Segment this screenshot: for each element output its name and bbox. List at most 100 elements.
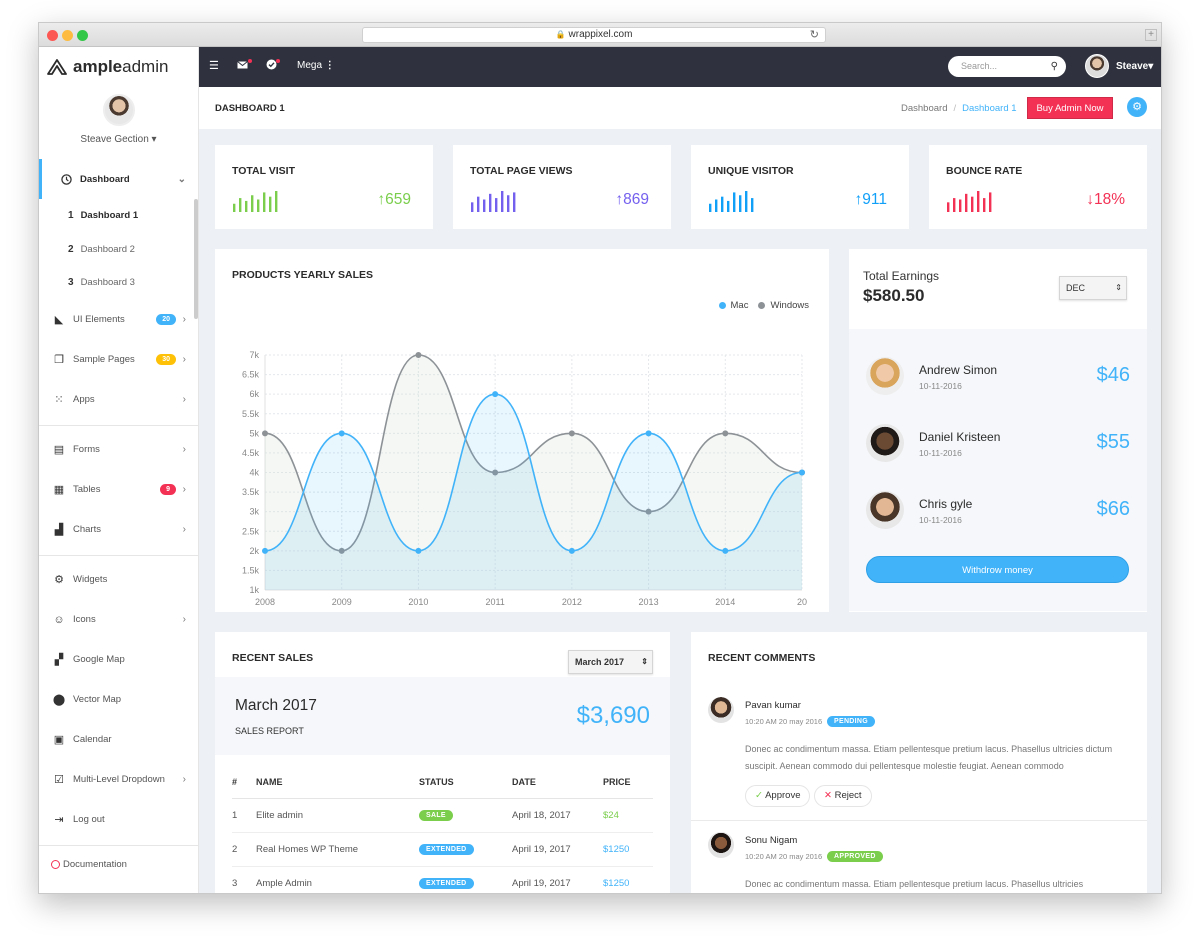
breadcrumb-dashboard[interactable]: Dashboard [901,103,948,114]
sidebar-item-label: Multi-Level Dropdown [73,774,165,785]
sidebar-item-tables[interactable]: ▦ Tables 9 › [39,470,198,510]
approve-label: Approve [765,790,801,801]
column-header: # [232,766,256,799]
data-point-windows[interactable] [722,430,729,437]
approve-button[interactable]: ✓ Approve [745,785,811,807]
list-item[interactable]: Andrew Simon 10-11-2016 $46 [866,353,1130,401]
buy-admin-button[interactable]: Buy Admin Now [1027,97,1113,119]
reject-button[interactable]: ✕ Reject [814,785,872,807]
minimize-window-button[interactable] [62,30,73,41]
sidebar-item-google-map[interactable]: ▞ Google Map [39,640,198,680]
cell-date: April 19, 2017 [512,832,603,867]
sidebar-item-multilevel[interactable]: ☑ Multi-Level Dropdown › [39,760,198,800]
sparkline-bar [483,199,486,212]
new-tab-button[interactable]: + [1145,29,1157,41]
data-point-windows[interactable] [262,430,268,437]
data-point-mac[interactable] [338,430,345,437]
data-point-mac[interactable] [645,430,652,437]
sidebar-item-icons[interactable]: ☺ Icons › [39,600,198,640]
data-point-mac[interactable] [492,391,499,398]
cell-date: April 18, 2017 [512,798,603,833]
month-select[interactable]: DEC ⇕ [1059,276,1127,300]
status-badge: PENDING [827,716,875,727]
sidebar-item-charts[interactable]: ▟ Charts › [39,510,198,550]
zoom-window-button[interactable] [77,30,88,41]
withdraw-money-button[interactable]: Withdrow money [866,556,1129,583]
sidebar-item-forms[interactable]: ▤ Forms › [39,430,198,470]
sales-month-select[interactable]: March 2017 ⇕ [568,650,653,674]
avatar[interactable] [102,94,135,126]
list-item[interactable]: Chris gyle 10-11-2016 $66 [866,487,1130,535]
table-icon: ▦ [53,484,65,496]
sparkline-bar [513,192,516,212]
sparkline-bar [489,193,492,212]
settings-gear-button[interactable]: ⚙ [1127,97,1147,117]
sidebar-scrollbar[interactable] [194,199,198,319]
avatar [1085,54,1109,78]
sidebar-item-label: Vector Map [73,694,122,705]
data-point-windows[interactable] [492,469,499,476]
comment-date: 10:20 AM 20 may 2016 [745,717,823,726]
data-point-mac[interactable] [415,547,422,554]
stat-card-unique-visitor: UNIQUE VISITOR ↑911 [691,145,909,229]
column-header: PRICE [603,766,653,799]
table-row[interactable]: 2 Real Homes WP Theme EXTENDED April 19,… [232,832,653,867]
data-point-windows[interactable] [338,547,345,554]
close-window-button[interactable] [47,30,58,41]
sidebar: ample admin Steave Gection ▾ Dashboard ⌄ … [39,47,199,893]
topbar-user-menu[interactable]: Steave ▾ [1085,54,1153,78]
sidebar-item-widgets[interactable]: ⚙ Widgets [39,560,198,600]
sidebar-item-label: Charts [73,524,101,535]
list-item[interactable]: Daniel Kristeen 10-11-2016 $55 [866,420,1130,468]
sidebar-subitem-dashboard-3[interactable]: 3 Dashboard 3 [39,266,198,300]
sparkline-bar [239,198,242,212]
sidebar-item-calendar[interactable]: ▣ Calendar [39,720,198,760]
gear-icon: ⚙ [54,574,64,586]
updown-icon: ⇕ [641,657,648,666]
mail-icon[interactable] [237,60,248,72]
brand-logo[interactable]: ample admin [39,47,198,87]
chevron-right-icon: › [182,444,186,455]
sidebar-subitem-dashboard-1[interactable]: 1 Dashboard 1 [39,199,198,233]
x-tick-label: 2010 [408,597,428,607]
data-point-mac[interactable] [799,469,805,476]
count-badge: 20 [156,314,176,325]
sales-line-chart: 1k 1.5k 2k 2.5k 3k 3.5k 4k 4.5k 5k 5.5k 6k 6.5k 7k 20… [242,350,807,607]
data-point-windows[interactable] [415,352,422,358]
data-point-mac[interactable] [262,547,268,554]
search-input[interactable]: Search... ⚲ [948,56,1066,77]
divider [691,820,1147,821]
x-tick-label: 2009 [332,597,352,607]
arrow-up-icon: ↑ [615,191,624,208]
series-line-windows [264,354,803,552]
stat-title: TOTAL PAGE VIEWS [470,165,573,177]
sidebar-item-ui-elements[interactable]: ◣ UI Elements 20 › [39,300,198,340]
data-point-windows[interactable] [568,430,575,437]
sidebar-item-apps[interactable]: ⁙ Apps › [39,380,198,420]
sparkline-bar [269,196,272,212]
check-circle-icon[interactable] [266,59,277,73]
user-menu-toggle[interactable]: Steave Gection ▾ [80,134,157,145]
sidebar-subitem-dashboard-2[interactable]: 2 Dashboard 2 [39,233,198,267]
table-row[interactable]: 3 Ample Admin EXTENDED April 19, 2017 $1… [232,866,653,893]
lock-icon: 🔒 [555,30,566,39]
mega-menu-button[interactable]: Mega ⋮ [297,60,335,71]
data-point-mac[interactable] [568,547,575,554]
data-point-mac[interactable] [722,547,729,554]
menu-toggle-icon[interactable]: ☰ [209,60,219,72]
sales-month-select-value: March 2017 [575,657,625,667]
address-bar[interactable]: 🔒 wrappixel.com ↻ [362,27,826,43]
cell-status: EXTENDED [419,832,512,867]
sidebar-item-logout[interactable]: ⇥ Log out [39,800,198,840]
sidebar-item-dashboard[interactable]: Dashboard ⌄ [39,159,198,199]
copy-icon: ❐ [54,354,64,366]
sidebar-item-sample-pages[interactable]: ❐ Sample Pages 30 › [39,340,198,380]
documentation-link[interactable]: Documentation [39,850,198,880]
reload-icon[interactable]: ↻ [809,29,819,41]
sidebar-item-vector-map[interactable]: ⬤ Vector Map [39,680,198,720]
data-point-windows[interactable] [645,508,652,515]
sparkline-bar [507,195,510,212]
table-row[interactable]: 1 Elite admin SALE April 18, 2017 $24 [232,798,653,833]
search-icon[interactable]: ⚲ [1050,61,1058,72]
